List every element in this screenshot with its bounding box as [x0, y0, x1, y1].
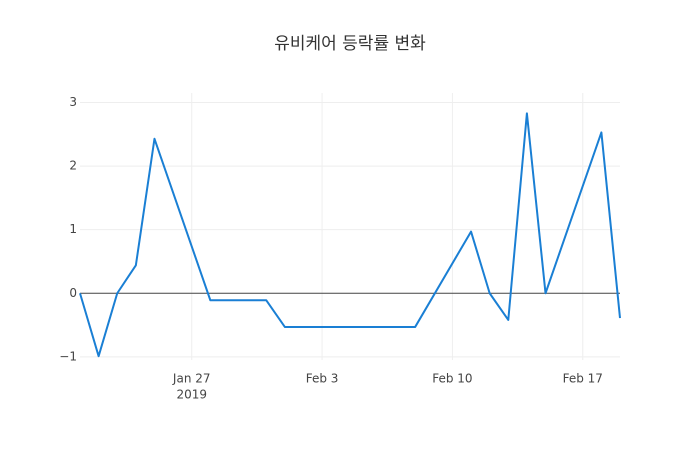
y-tick-label: −1 [59, 349, 77, 363]
y-tick-label: 2 [69, 159, 77, 173]
y-tick-label: 3 [69, 95, 77, 109]
x-tick-label: Jan 27 [172, 372, 211, 386]
x-tick-label: Feb 17 [563, 372, 603, 386]
x-year-label: 2019 [176, 388, 207, 402]
y-tick-label: 0 [69, 286, 77, 300]
chart-title: 유비케어 등락률 변화 [274, 34, 426, 54]
x-tick-label: Feb 3 [306, 372, 339, 386]
data-line [79, 112, 621, 358]
y-tick-label: 1 [69, 222, 77, 236]
x-tick-label: Feb 10 [432, 372, 472, 386]
